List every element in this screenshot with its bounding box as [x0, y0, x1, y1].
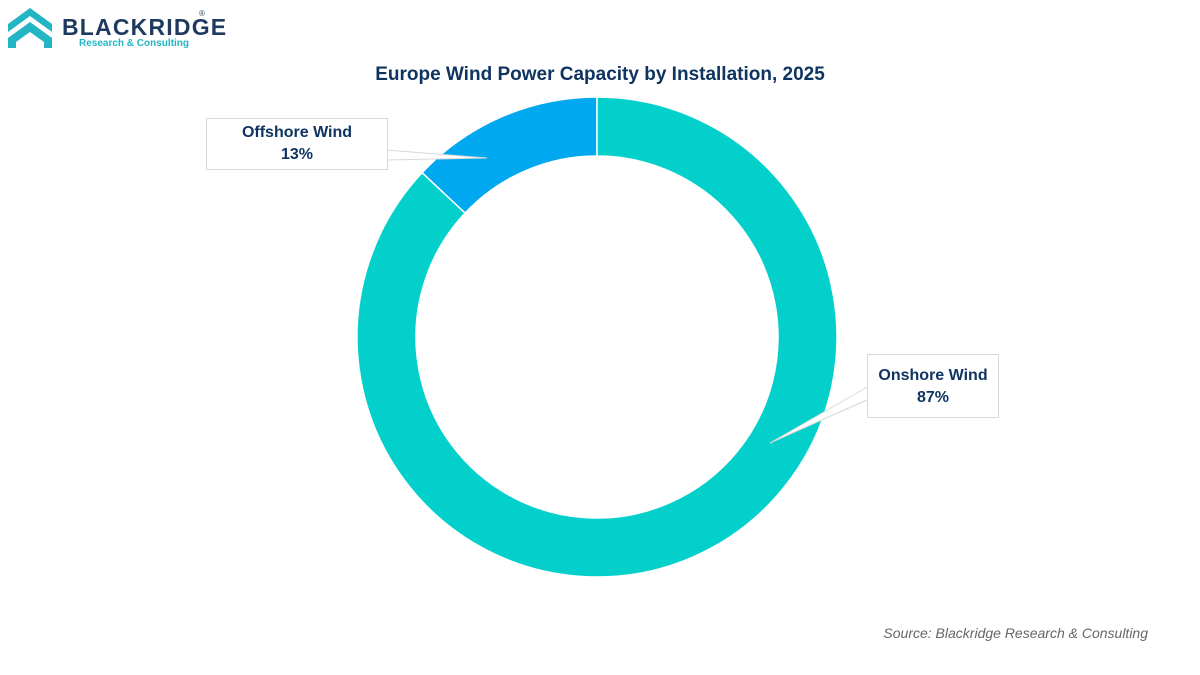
logo-wordmark: BLACKRIDGE: [62, 14, 228, 40]
callout-label: Onshore Wind: [878, 367, 988, 384]
callout-value: 13%: [280, 146, 314, 163]
callout-onshore-wind: Onshore Wind 87%: [867, 354, 999, 418]
company-logo: BLACKRIDGE ® Research & Consulting: [6, 6, 226, 52]
logo-tagline: Research & Consulting: [79, 38, 190, 49]
callout-offshore-wind: Offshore Wind 13%: [206, 118, 388, 170]
logo-chevron-icon: [8, 8, 52, 48]
callout-label: Offshore Wind: [241, 124, 353, 141]
donut-slice-onshore-wind: [356, 96, 838, 578]
callout-value: 87%: [916, 389, 950, 406]
logo-registered-mark: ®: [199, 9, 205, 18]
source-note: Source: Blackridge Research & Consulting: [883, 625, 1148, 641]
chart-title: Europe Wind Power Capacity by Installati…: [375, 64, 825, 85]
